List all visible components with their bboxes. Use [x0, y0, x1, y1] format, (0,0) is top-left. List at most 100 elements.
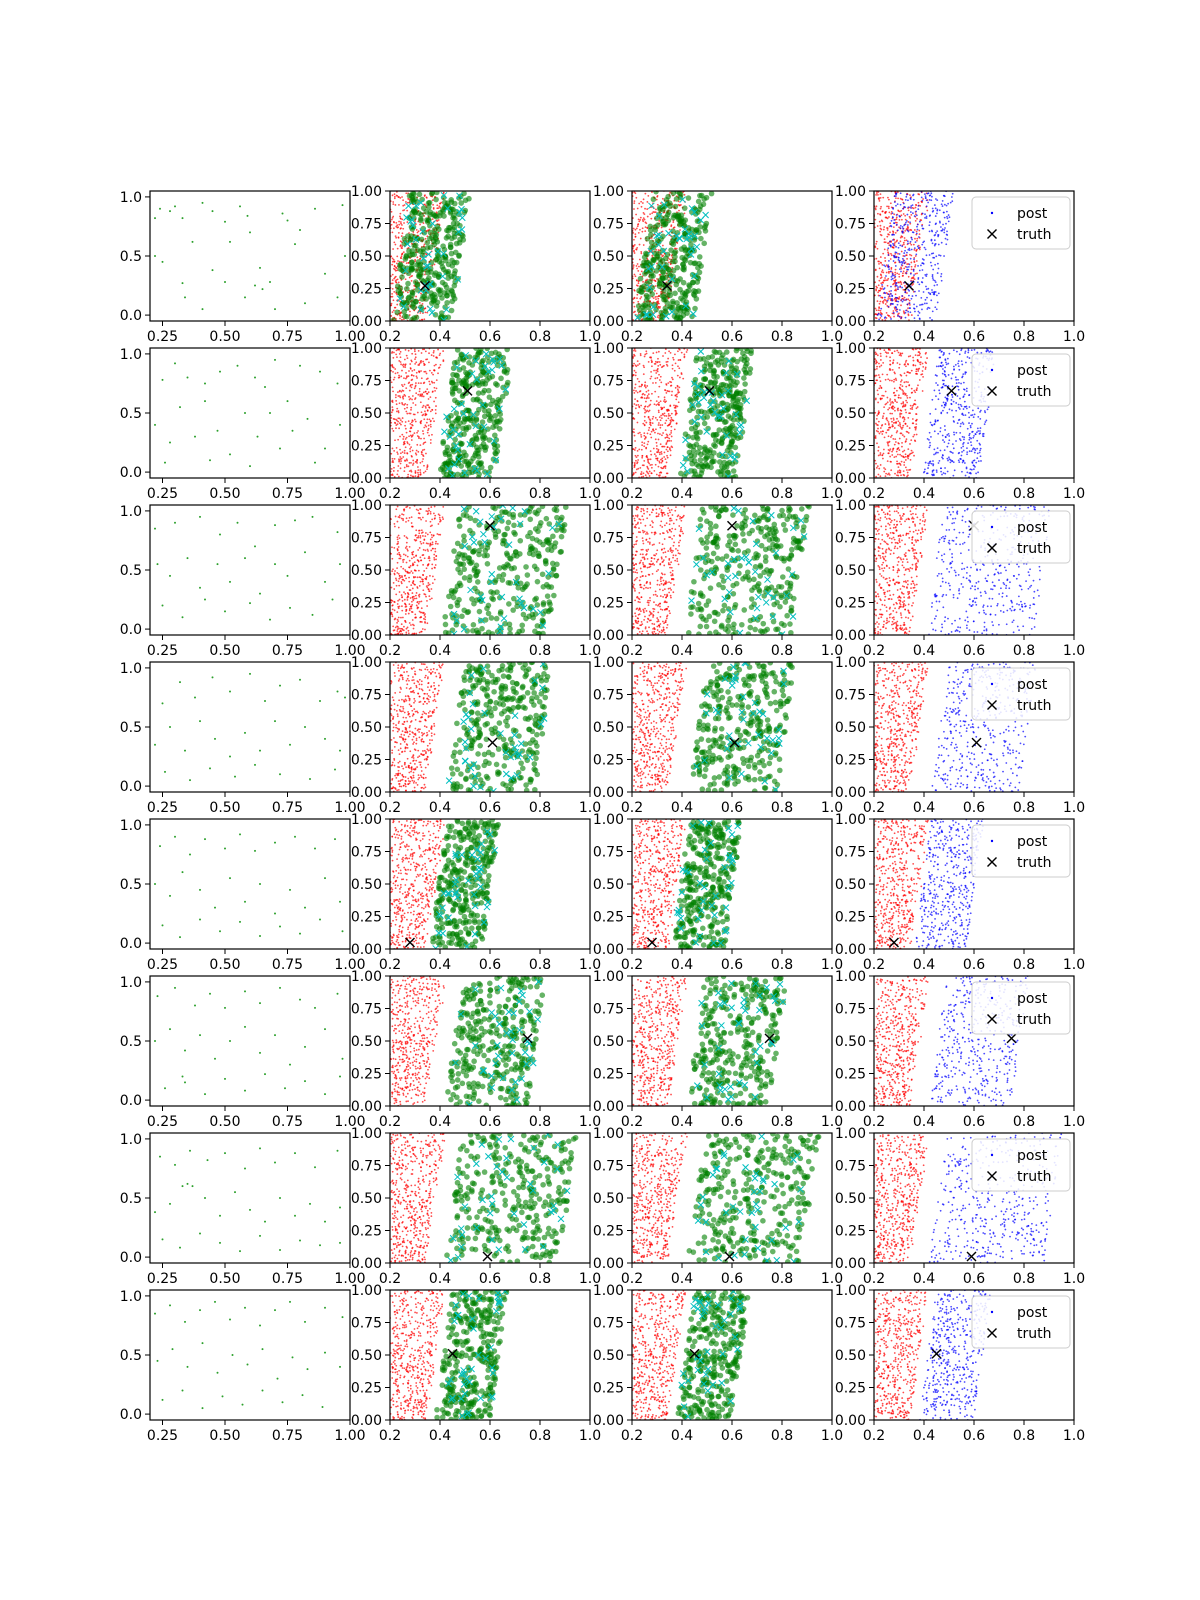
red-point	[886, 235, 889, 238]
blue-point	[910, 248, 913, 251]
red-point	[887, 352, 890, 354]
blue-point	[913, 303, 915, 306]
cyan-marker	[412, 236, 420, 243]
red-point	[918, 233, 921, 236]
blue-point	[909, 240, 912, 243]
cyan-marker	[697, 367, 705, 375]
green-point	[452, 249, 459, 256]
green-point	[655, 250, 662, 257]
red-point	[632, 266, 635, 268]
red-point	[412, 459, 415, 462]
red-point	[411, 369, 414, 372]
red-point	[676, 395, 678, 398]
cyan-marker	[409, 222, 417, 229]
red-point	[422, 222, 425, 224]
green-point	[413, 299, 419, 305]
y-tick-label: 1.00	[593, 184, 624, 200]
blue-point	[911, 295, 914, 297]
red-point	[640, 205, 643, 208]
red-point	[391, 427, 394, 430]
red-point	[910, 265, 913, 268]
blue-point	[940, 275, 942, 278]
green-point	[475, 390, 482, 396]
green-point	[694, 279, 701, 285]
green-point	[650, 257, 657, 264]
red-point	[892, 283, 894, 286]
red-point	[875, 359, 878, 362]
red-point	[901, 198, 904, 201]
red-point	[644, 230, 647, 233]
green-point	[717, 388, 723, 394]
green-point	[411, 242, 418, 249]
green-point	[427, 235, 433, 242]
blue-point	[892, 207, 894, 209]
red-point	[408, 381, 411, 384]
red-point	[652, 352, 655, 354]
red-point	[399, 356, 402, 359]
red-point	[902, 420, 905, 423]
red-point	[642, 244, 645, 246]
cyan-marker	[426, 305, 434, 313]
cyan-marker	[653, 232, 661, 240]
red-point	[905, 380, 908, 383]
prior-point	[174, 205, 176, 208]
red-point	[658, 373, 660, 376]
green-point	[635, 303, 642, 309]
green-point	[672, 290, 678, 297]
green-point	[399, 274, 405, 280]
prior-point	[211, 269, 214, 272]
blue-point	[945, 243, 948, 246]
red-point	[886, 429, 889, 431]
red-point	[400, 257, 402, 260]
red-point	[879, 311, 882, 314]
red-point	[646, 215, 649, 218]
red-point	[641, 396, 644, 399]
prior-point	[159, 207, 161, 210]
red-point	[642, 217, 645, 220]
y-tick-label: 0.00	[835, 314, 866, 330]
red-point	[649, 213, 652, 216]
red-point	[396, 226, 399, 229]
green-point	[723, 349, 730, 355]
red-point	[879, 207, 882, 210]
blue-point	[909, 221, 911, 224]
red-point	[426, 468, 428, 471]
red-point	[881, 264, 884, 266]
red-point	[416, 411, 419, 414]
blue-point	[921, 262, 924, 265]
blue-point	[930, 299, 933, 302]
cyan-marker	[434, 248, 442, 255]
blue-point	[909, 311, 912, 314]
blue-point	[938, 209, 941, 212]
red-point	[439, 363, 442, 366]
cyan-marker	[660, 201, 668, 209]
red-point	[408, 389, 411, 392]
red-point	[912, 364, 915, 367]
red-point	[879, 300, 882, 303]
red-point	[646, 201, 649, 203]
red-point	[393, 475, 396, 478]
green-point	[672, 249, 679, 255]
red-point	[410, 408, 412, 411]
red-point	[395, 353, 398, 356]
prior-point	[154, 423, 156, 426]
red-point	[890, 252, 892, 255]
prior-point	[269, 281, 271, 283]
green-point	[734, 398, 741, 405]
red-point	[660, 451, 663, 453]
green-point	[719, 453, 726, 460]
red-point	[644, 353, 647, 356]
blue-point	[903, 224, 906, 227]
red-point	[657, 357, 659, 360]
red-point	[655, 372, 658, 374]
red-point	[401, 232, 404, 235]
red-point	[640, 435, 643, 438]
green-point	[640, 262, 646, 269]
red-point	[416, 256, 419, 259]
prior-point	[246, 214, 249, 217]
blue-point	[947, 220, 950, 223]
red-point	[907, 381, 909, 384]
red-point	[643, 432, 646, 435]
blue-point	[895, 245, 897, 248]
green-point	[686, 407, 693, 414]
